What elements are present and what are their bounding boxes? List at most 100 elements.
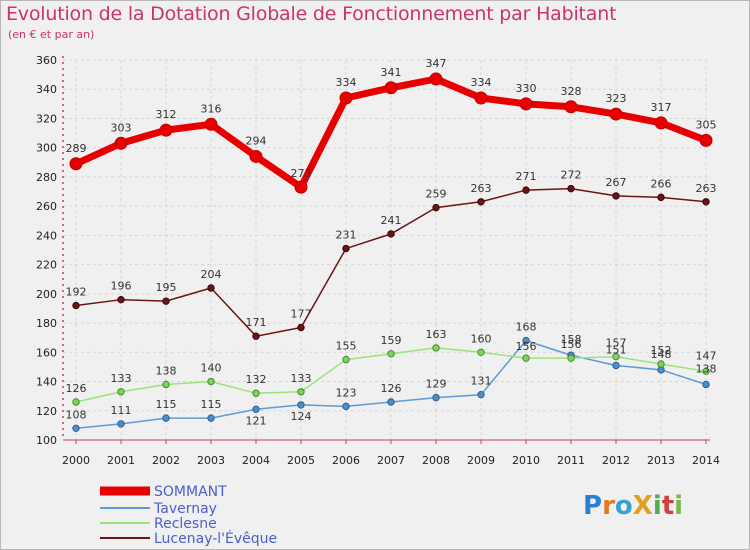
x-tick-label: 2011 xyxy=(557,454,585,467)
data-point-reclesne xyxy=(612,352,620,361)
data-label-tavernay: 124 xyxy=(291,410,312,423)
x-tick-label: 2014 xyxy=(692,454,720,467)
data-label-sommant: 316 xyxy=(201,102,222,115)
data-point-sommant xyxy=(114,136,128,150)
data-label-sommant: 347 xyxy=(426,57,447,70)
data-point-reclesne xyxy=(657,360,665,368)
x-tick-label: 2013 xyxy=(647,454,675,467)
data-label-reclesne: 163 xyxy=(426,328,447,341)
data-point-reclesne xyxy=(477,348,485,357)
data-point-reclesne xyxy=(252,389,260,397)
y-tick-label: 280 xyxy=(36,171,57,184)
data-label-reclesne: 133 xyxy=(291,372,312,385)
data-point-lucenay-l-v-que xyxy=(477,198,485,206)
data-point-lucenay-l-v-que xyxy=(387,230,395,238)
data-point-lucenay-l-v-que xyxy=(657,193,665,202)
data-label-lucenay-l-v-que: 267 xyxy=(606,176,627,189)
y-tick-label: 140 xyxy=(36,376,57,389)
data-label-sommant: 341 xyxy=(381,66,402,79)
data-point-tavernay xyxy=(387,398,395,406)
x-tick-label: 2012 xyxy=(602,454,630,467)
legend-label-reclesne: Reclesne xyxy=(154,516,217,532)
data-label-lucenay-l-v-que: 259 xyxy=(426,188,447,201)
series-lines xyxy=(69,72,713,433)
data-label-sommant: 328 xyxy=(561,85,582,98)
data-point-tavernay xyxy=(297,401,305,409)
y-tick-label: 100 xyxy=(36,434,57,447)
data-point-tavernay xyxy=(612,361,620,370)
legend-label-sommant: SOMMANT xyxy=(154,484,227,500)
x-tick-label: 2001 xyxy=(107,454,135,467)
data-label-lucenay-l-v-que: 192 xyxy=(66,286,87,299)
data-label-tavernay: 123 xyxy=(336,386,357,399)
data-label-tavernay: 126 xyxy=(381,382,402,395)
data-point-lucenay-l-v-que xyxy=(612,192,620,200)
x-tick-label: 2002 xyxy=(152,454,180,467)
data-point-tavernay xyxy=(117,420,125,428)
x-tick-label: 2009 xyxy=(467,454,495,467)
legend-label-lucenay-l-v-que: Lucenay-l'Évêque xyxy=(154,530,277,547)
logo-text: ProXiti xyxy=(583,491,683,521)
chart-title: Evolution de la Dotation Globale de Fonc… xyxy=(6,3,617,25)
data-label-tavernay: 115 xyxy=(201,398,222,411)
data-label-reclesne: 159 xyxy=(381,334,402,347)
data-label-tavernay: 138 xyxy=(696,362,717,375)
data-label-sommant: 334 xyxy=(471,76,492,89)
data-label-sommant: 330 xyxy=(516,82,537,95)
data-label-tavernay: 111 xyxy=(111,404,132,417)
data-label-sommant: 317 xyxy=(651,101,672,114)
data-label-sommant: 334 xyxy=(336,76,357,89)
y-tick-label: 240 xyxy=(36,229,57,242)
data-point-reclesne xyxy=(702,367,710,376)
data-label-sommant: 289 xyxy=(66,142,87,155)
data-label-reclesne: 140 xyxy=(201,362,222,375)
data-label-sommant: 303 xyxy=(111,121,132,134)
data-point-tavernay xyxy=(207,414,215,422)
data-point-lucenay-l-v-que xyxy=(72,301,80,310)
data-point-reclesne xyxy=(387,350,395,358)
x-tick-label: 2006 xyxy=(332,454,360,467)
data-point-lucenay-l-v-que xyxy=(702,198,710,206)
data-label-tavernay: 148 xyxy=(651,348,672,361)
y-tick-label: 200 xyxy=(36,288,57,301)
data-label-sommant: 323 xyxy=(606,92,627,105)
data-point-reclesne xyxy=(432,344,440,352)
data-point-sommant xyxy=(609,107,623,121)
data-label-reclesne: 152 xyxy=(651,344,672,357)
data-point-lucenay-l-v-que xyxy=(162,297,170,305)
data-label-reclesne: 138 xyxy=(156,364,177,377)
data-label-sommant: 294 xyxy=(246,134,267,147)
data-label-lucenay-l-v-que: 271 xyxy=(516,170,537,183)
y-tick-label: 300 xyxy=(36,142,57,155)
data-label-tavernay: 158 xyxy=(561,333,582,346)
x-tick-label: 2005 xyxy=(287,454,315,467)
data-point-lucenay-l-v-que xyxy=(297,323,305,332)
chart-subtitle: (en € et par an) xyxy=(8,28,95,41)
data-label-reclesne: 147 xyxy=(696,349,717,362)
data-label-reclesne: 160 xyxy=(471,332,492,345)
data-point-sommant xyxy=(699,133,713,147)
tick-labels: 100 120 140 160 180 200 220 240 260 280 300 320 340 3… xyxy=(36,54,720,467)
data-label-lucenay-l-v-que: 231 xyxy=(336,229,357,242)
data-label-lucenay-l-v-que: 263 xyxy=(471,182,492,195)
legend-label-tavernay: Tavernay xyxy=(153,501,217,517)
data-label-lucenay-l-v-que: 195 xyxy=(156,281,177,294)
data-point-reclesne xyxy=(207,377,215,386)
data-point-sommant xyxy=(159,123,173,137)
data-label-reclesne: 157 xyxy=(606,337,627,350)
data-point-lucenay-l-v-que xyxy=(567,184,575,193)
data-label-lucenay-l-v-que: 177 xyxy=(291,307,312,320)
data-label-tavernay: 151 xyxy=(606,343,627,356)
data-label-reclesne: 133 xyxy=(111,372,132,385)
data-label-reclesne: 132 xyxy=(246,373,267,386)
data-label-lucenay-l-v-que: 266 xyxy=(651,177,672,190)
data-point-tavernay xyxy=(522,336,530,345)
data-label-sommant: 305 xyxy=(696,118,717,131)
data-point-sommant xyxy=(429,72,443,86)
x-tick-label: 2003 xyxy=(197,454,225,467)
data-point-sommant xyxy=(249,149,263,163)
x-tick-label: 2000 xyxy=(62,454,90,467)
data-point-lucenay-l-v-que xyxy=(117,295,125,304)
